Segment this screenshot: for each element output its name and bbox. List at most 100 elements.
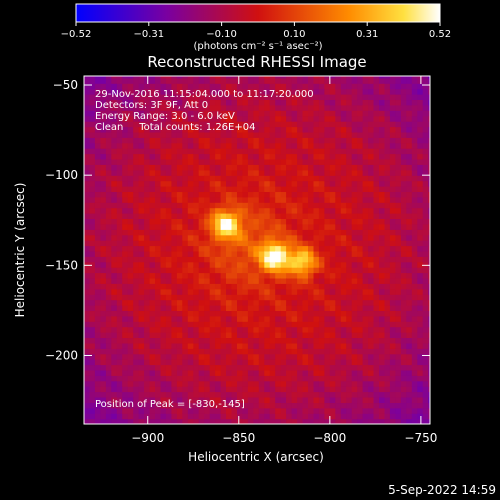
heatmap-cell: [422, 180, 429, 187]
heatmap-cell: [351, 234, 358, 241]
heatmap-cell: [411, 180, 418, 187]
heatmap-cell: [291, 148, 298, 155]
heatmap-cell: [368, 261, 375, 268]
heatmap-cell: [127, 397, 134, 404]
heatmap-cell: [155, 148, 162, 155]
heatmap-cell: [280, 77, 287, 84]
heatmap-cell: [297, 391, 304, 398]
heatmap-cell: [198, 342, 205, 349]
heatmap-cell: [324, 229, 331, 236]
heatmap-cell: [291, 137, 298, 144]
heatmap-cell: [384, 391, 391, 398]
heatmap-cell: [133, 88, 140, 95]
heatmap-cell: [220, 397, 227, 404]
heatmap-cell: [422, 229, 429, 236]
heatmap-cell: [324, 148, 331, 155]
heatmap-cell: [417, 369, 424, 376]
heatmap-cell: [291, 299, 298, 306]
heatmap-cell: [422, 386, 429, 393]
heatmap-cell: [275, 229, 282, 236]
heatmap-cell: [302, 386, 309, 393]
heatmap-cell: [379, 391, 386, 398]
heatmap-cell: [362, 418, 369, 424]
heatmap-cell: [406, 191, 413, 198]
heatmap-cell: [400, 191, 407, 198]
heatmap-cell: [318, 283, 325, 290]
heatmap-cell: [428, 397, 430, 404]
heatmap-cell: [155, 223, 162, 230]
heatmap-cell: [318, 121, 325, 128]
heatmap-cell: [324, 250, 331, 257]
heatmap-cell: [155, 202, 162, 209]
heatmap-cell: [220, 76, 227, 79]
heatmap-cell: [417, 272, 424, 279]
heatmap-cell: [105, 288, 112, 295]
heatmap-cell: [329, 218, 336, 225]
heatmap-cell: [155, 326, 162, 333]
heatmap-cell: [149, 277, 156, 284]
heatmap-cell: [384, 315, 391, 322]
heatmap-cell: [138, 218, 145, 225]
heatmap-cell: [198, 126, 205, 133]
heatmap-cell: [105, 169, 112, 176]
heatmap-cell: [406, 277, 413, 284]
heatmap-cell: [280, 240, 287, 247]
heatmap-cell: [220, 310, 227, 317]
heatmap-cell: [231, 326, 238, 333]
heatmap-cell: [346, 277, 353, 284]
heatmap-cell: [155, 169, 162, 176]
heatmap-cell: [313, 218, 320, 225]
heatmap-cell: [215, 207, 222, 214]
heatmap-cell: [111, 321, 118, 328]
heatmap-cell: [422, 283, 429, 290]
heatmap-cell: [182, 272, 189, 279]
heatmap-cell: [242, 126, 249, 133]
heatmap-cell: [116, 240, 123, 247]
heatmap-cell: [176, 272, 183, 279]
heatmap-cell: [428, 337, 430, 344]
heatmap-cell: [318, 288, 325, 295]
heatmap-cell: [428, 315, 430, 322]
heatmap-cell: [182, 164, 189, 171]
heatmap-cell: [362, 332, 369, 339]
heatmap-cell: [237, 277, 244, 284]
heatmap-cell: [269, 326, 276, 333]
heatmap-cell: [100, 250, 107, 257]
heatmap-cell: [100, 83, 107, 90]
heatmap-cell: [297, 342, 304, 349]
heatmap-cell: [400, 202, 407, 209]
heatmap-cell: [329, 223, 336, 230]
heatmap-cell: [165, 369, 172, 376]
heatmap-cell: [231, 375, 238, 382]
heatmap-cell: [340, 142, 347, 149]
heatmap-cell: [116, 256, 123, 263]
heatmap-cell: [329, 76, 336, 79]
heatmap-cell: [155, 158, 162, 165]
heatmap-cell: [160, 402, 167, 409]
heatmap-cell: [127, 76, 134, 79]
heatmap-cell: [346, 240, 353, 247]
heatmap-cell: [209, 94, 216, 101]
heatmap-cell: [144, 158, 151, 165]
heatmap-cell: [400, 342, 407, 349]
heatmap-cell: [373, 164, 380, 171]
heatmap-cell: [155, 121, 162, 128]
heatmap-cell: [165, 342, 172, 349]
heatmap-cell: [373, 121, 380, 128]
heatmap-cell: [94, 76, 101, 79]
heatmap-cell: [193, 386, 200, 393]
heatmap-cell: [215, 332, 222, 339]
heatmap-cell: [329, 380, 336, 387]
heatmap-cell: [182, 375, 189, 382]
heatmap-cell: [253, 277, 260, 284]
heatmap-cell: [149, 218, 156, 225]
heatmap-cell: [389, 196, 396, 203]
heatmap-cell: [280, 267, 287, 274]
heatmap-cell: [362, 364, 369, 371]
heatmap-cell: [133, 321, 140, 328]
heatmap-cell: [264, 342, 271, 349]
heatmap-cell: [411, 391, 418, 398]
heatmap-cell: [84, 256, 91, 263]
heatmap-cell: [253, 326, 260, 333]
heatmap-cell: [89, 397, 96, 404]
